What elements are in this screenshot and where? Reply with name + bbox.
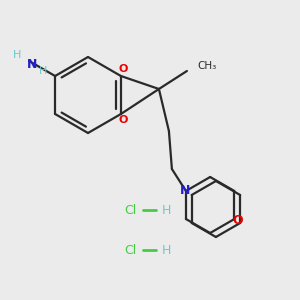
Text: N: N (27, 58, 37, 70)
Text: N: N (180, 184, 190, 196)
Text: H: H (161, 203, 171, 217)
Text: Cl: Cl (124, 244, 136, 256)
Text: O: O (232, 214, 243, 226)
Text: O: O (118, 115, 128, 125)
Text: H: H (13, 50, 21, 60)
Text: Cl: Cl (124, 203, 136, 217)
Text: H: H (161, 244, 171, 256)
Text: H: H (39, 66, 47, 76)
Text: CH₃: CH₃ (197, 61, 216, 71)
Text: O: O (118, 64, 128, 74)
